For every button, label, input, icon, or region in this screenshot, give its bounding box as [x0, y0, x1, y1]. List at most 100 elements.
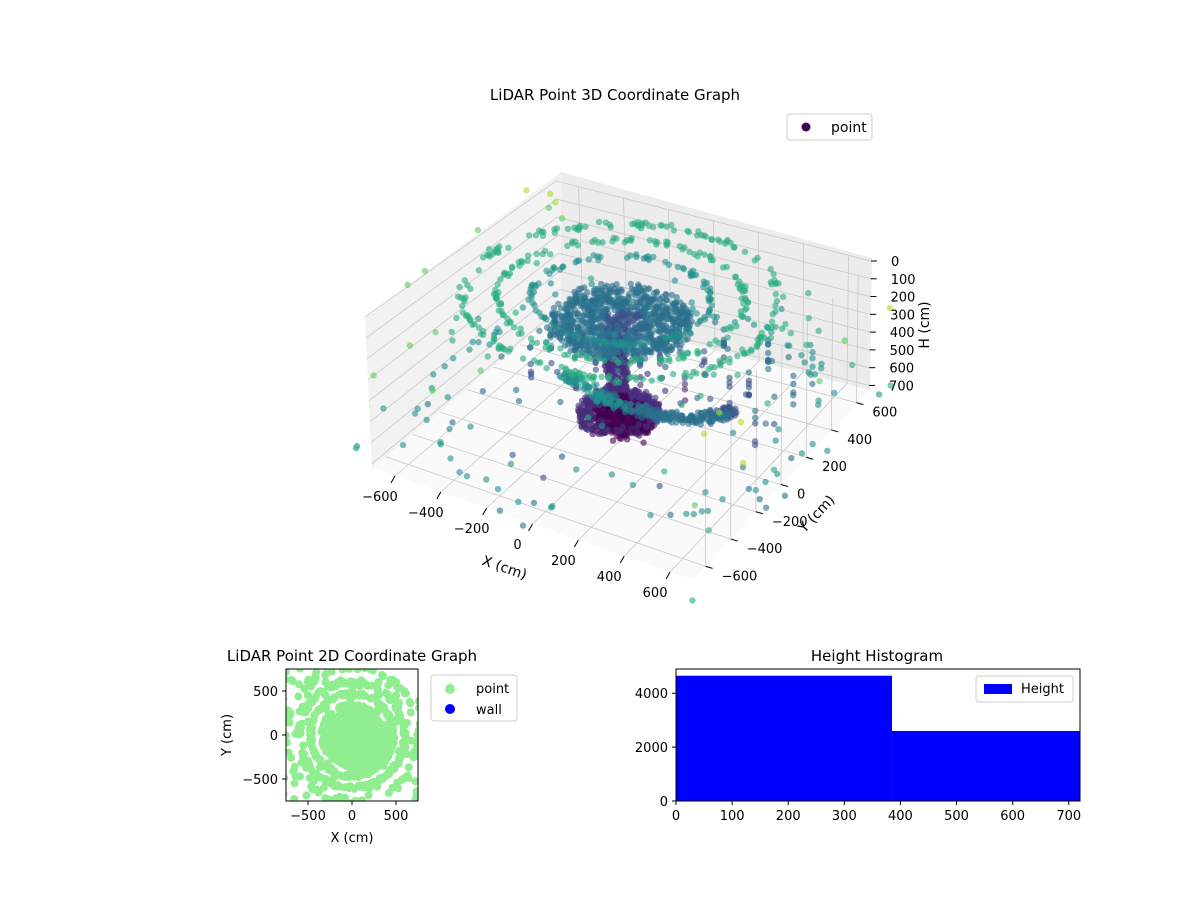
data-point-3d — [709, 257, 716, 264]
data-point-3d — [818, 360, 825, 367]
data-point-3d — [745, 369, 752, 376]
data-point-3d — [658, 222, 666, 229]
data-point-3d — [639, 376, 646, 383]
data-point-3d — [692, 419, 699, 426]
data-point-3d — [547, 190, 554, 197]
tick-label-z-3d: 100 — [891, 273, 916, 288]
data-point-3d — [701, 251, 708, 258]
data-point-3d — [751, 257, 759, 264]
data-point-3d — [605, 288, 613, 295]
data-point-3d — [450, 355, 457, 362]
data-point-3d — [653, 344, 661, 352]
data-point-3d — [564, 341, 572, 348]
data-point-3d — [615, 367, 622, 375]
data-point-3d — [633, 376, 640, 383]
data-point-3d — [593, 299, 600, 307]
data-point-3d — [628, 285, 635, 293]
data-point-2d — [353, 669, 362, 674]
data-point-3d — [666, 357, 673, 365]
data-point-3d — [663, 291, 670, 298]
data-point-3d — [486, 253, 494, 260]
data-point-3d — [841, 337, 848, 344]
points-3d — [352, 187, 894, 604]
data-point-3d — [539, 250, 546, 258]
data-point-3d — [698, 361, 706, 369]
data-point-3d — [626, 360, 634, 367]
data-point-3d — [606, 323, 613, 330]
data-point-3d — [569, 371, 576, 378]
data-point-3d — [694, 253, 701, 260]
data-point-3d — [571, 355, 578, 362]
data-point-3d — [621, 359, 628, 367]
data-point-2d — [277, 704, 285, 712]
legend-3d: point — [786, 113, 873, 141]
data-point-3d — [463, 473, 471, 480]
data-point-3d — [705, 309, 712, 316]
data-point-3d — [574, 242, 581, 249]
data-point-3d — [588, 280, 595, 287]
gridline-z — [367, 234, 871, 381]
data-point-3d — [775, 280, 782, 287]
data-point-3d — [768, 357, 776, 365]
plot-3d: LiDAR Point 3D Coordinate Graph −600−400… — [352, 86, 933, 604]
tick-label-y-3d: 600 — [872, 406, 897, 421]
data-point-3d — [605, 310, 612, 318]
data-point-3d — [552, 199, 559, 206]
data-point-3d — [665, 261, 672, 269]
data-point-3d — [564, 300, 571, 308]
data-point-3d — [557, 345, 564, 352]
data-point-3d — [477, 367, 484, 374]
data-point-3d — [570, 332, 577, 339]
data-point-3d — [689, 597, 696, 604]
data-point-3d — [483, 476, 490, 483]
data-point-3d — [595, 218, 603, 226]
tick-label-z-3d: 600 — [889, 362, 914, 377]
data-point-3d — [720, 342, 727, 349]
data-point-3d — [558, 453, 566, 460]
data-point-3d — [650, 223, 657, 231]
data-point-3d — [493, 295, 500, 303]
data-point-3d — [615, 379, 623, 386]
data-point-2d — [321, 704, 330, 713]
data-point-3d — [675, 316, 682, 323]
data-point-3d — [634, 429, 641, 437]
data-point-3d — [448, 328, 455, 336]
data-point-3d — [805, 290, 812, 297]
data-point-3d — [610, 301, 617, 308]
tick-mark-x-3d — [619, 555, 625, 564]
data-point-3d — [508, 264, 516, 272]
data-point-3d — [567, 326, 575, 333]
data-point-3d — [785, 342, 793, 349]
data-point-3d — [700, 430, 708, 437]
data-point-3d — [726, 359, 733, 366]
data-point-3d — [737, 418, 745, 426]
data-point-3d — [661, 468, 668, 475]
data-point-2d — [344, 669, 353, 673]
data-point-3d — [423, 416, 430, 423]
data-point-3d — [594, 239, 602, 246]
data-point-3d — [578, 317, 586, 325]
data-point-3d — [691, 502, 698, 509]
data-point-3d — [596, 304, 603, 311]
data-point-3d — [732, 273, 739, 281]
data-point-3d — [370, 372, 377, 379]
data-point-3d — [542, 339, 550, 346]
data-point-3d — [788, 454, 795, 462]
data-point-3d — [621, 404, 628, 411]
data-point-3d — [572, 259, 579, 266]
data-point-3d — [528, 374, 535, 381]
data-point-3d — [498, 353, 505, 360]
tick-mark-y-3d — [780, 484, 789, 487]
gridline-x — [623, 243, 804, 557]
tick-label-y-3d: 0 — [797, 488, 805, 503]
data-point-3d — [662, 387, 669, 394]
data-point-3d — [710, 371, 717, 378]
data-point-3d — [679, 246, 686, 253]
data-point-3d — [545, 204, 552, 211]
data-point-3d — [549, 503, 556, 510]
data-point-3d — [693, 232, 701, 239]
data-point-3d — [702, 233, 709, 240]
data-point-3d — [449, 419, 456, 426]
gridline-z — [366, 216, 871, 360]
data-point-3d — [584, 390, 591, 397]
